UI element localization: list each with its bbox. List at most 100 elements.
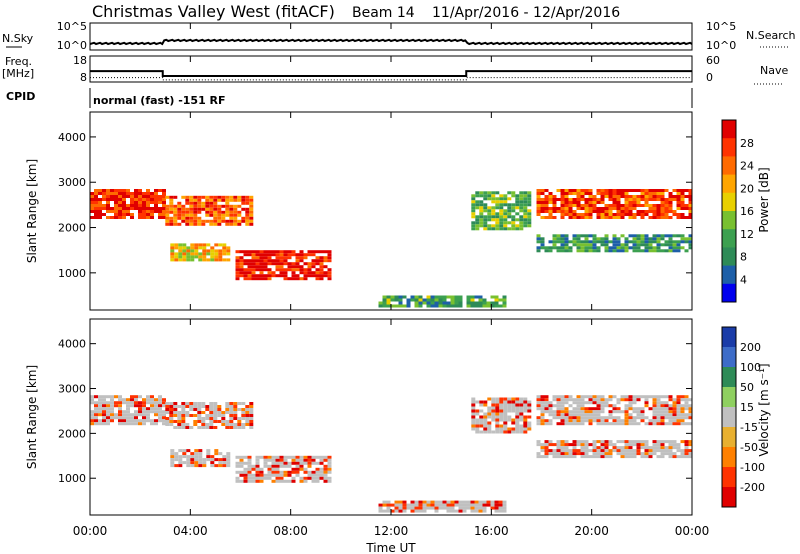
power-cell: [177, 210, 182, 214]
vel-cell: [394, 506, 399, 510]
vel-cell: [628, 407, 633, 411]
power-cell: [251, 256, 256, 260]
power-cell: [307, 265, 312, 269]
power-cell: [672, 249, 677, 253]
nsky-trace: [89, 38, 693, 46]
power-cell: [295, 262, 300, 266]
power-cell: [197, 195, 202, 199]
power-cell: [283, 259, 288, 263]
power-cell: [523, 200, 528, 204]
vel-cell: [684, 449, 689, 453]
vel-cell: [560, 416, 565, 420]
power-cell: [483, 206, 488, 210]
power-cell: [193, 207, 198, 211]
power-cell: [295, 274, 300, 278]
vel-colorbar-tick: 200: [740, 341, 761, 354]
vel-cell: [126, 419, 130, 423]
freq-tick-high: 18: [73, 54, 87, 67]
power-ytick-label: 3000: [58, 176, 86, 189]
power-cell: [572, 213, 577, 216]
power-cell: [106, 210, 110, 213]
vel-cell: [680, 416, 685, 420]
power-cell: [458, 295, 463, 299]
vel-cell: [478, 503, 483, 507]
power-cell: [222, 243, 227, 247]
vel-cell: [664, 416, 669, 420]
vel-cell: [536, 395, 541, 399]
power-cell: [319, 277, 324, 281]
power-cell: [688, 216, 693, 219]
power-cell: [239, 259, 244, 263]
vel-cell: [217, 420, 222, 423]
vel-cell: [644, 455, 649, 459]
vel-cell: [287, 473, 292, 477]
vel-cell: [201, 423, 206, 426]
vel-cell: [684, 443, 689, 447]
power-colorbar-tick: 4: [740, 273, 747, 286]
vel-cell: [676, 416, 681, 420]
vel-cell: [688, 449, 693, 453]
power-cell: [507, 209, 512, 213]
vel-cell: [628, 422, 633, 426]
vel-cell: [684, 404, 689, 408]
vel-cell: [134, 410, 138, 414]
power-cell: [315, 277, 320, 281]
power-cell: [162, 207, 166, 210]
vel-cell: [382, 509, 387, 513]
power-cell: [656, 204, 661, 207]
vel-cell: [114, 395, 118, 399]
vel-cell: [672, 446, 677, 450]
vel-cell: [616, 410, 621, 414]
power-cell: [648, 189, 653, 192]
vel-cell: [596, 419, 601, 423]
power-cell: [202, 252, 207, 256]
power-cell: [229, 213, 234, 217]
vel-cell: [118, 422, 122, 426]
vel-cell: [471, 397, 476, 401]
power-cell: [173, 222, 178, 226]
power-cell: [684, 216, 689, 219]
power-cell: [668, 204, 673, 207]
power-cell: [604, 210, 609, 213]
power-cell: [620, 210, 625, 213]
vel-cell: [90, 419, 94, 423]
power-cell: [311, 262, 316, 266]
vel-cell: [311, 470, 316, 474]
vel-cell: [616, 419, 621, 423]
vel-cell: [218, 461, 223, 465]
vel-cell: [213, 420, 218, 423]
power-cell: [279, 271, 284, 275]
power-cell: [676, 240, 681, 244]
power-cell: [584, 207, 589, 210]
power-cell: [213, 216, 218, 220]
vel-colorbar-swatch: [722, 427, 736, 448]
power-cell: [656, 237, 661, 241]
vel-cell: [632, 407, 637, 411]
vel-cell: [491, 406, 496, 410]
vel-cell: [680, 398, 685, 402]
power-cell: [122, 213, 126, 216]
vel-cell: [263, 473, 268, 477]
power-cell: [656, 207, 661, 210]
power-cell: [206, 243, 211, 247]
power-cell: [628, 201, 633, 204]
power-cell: [483, 221, 488, 225]
vel-cell: [668, 410, 673, 414]
power-cell: [181, 207, 186, 211]
power-cell: [471, 206, 476, 210]
vel-cell: [572, 446, 577, 450]
vel-cell: [544, 395, 549, 399]
vel-cell: [154, 407, 158, 411]
x-tick-label: 00:00: [675, 524, 710, 538]
power-cell: [660, 249, 665, 253]
power-cell: [193, 219, 198, 223]
power-cell: [94, 192, 98, 195]
vel-cell: [483, 415, 488, 419]
vel-cell: [483, 400, 488, 404]
vel-cell: [544, 449, 549, 453]
vel-cell: [495, 415, 500, 419]
vel-cell: [158, 401, 162, 405]
power-cell: [548, 192, 553, 195]
vel-cell: [588, 407, 593, 411]
